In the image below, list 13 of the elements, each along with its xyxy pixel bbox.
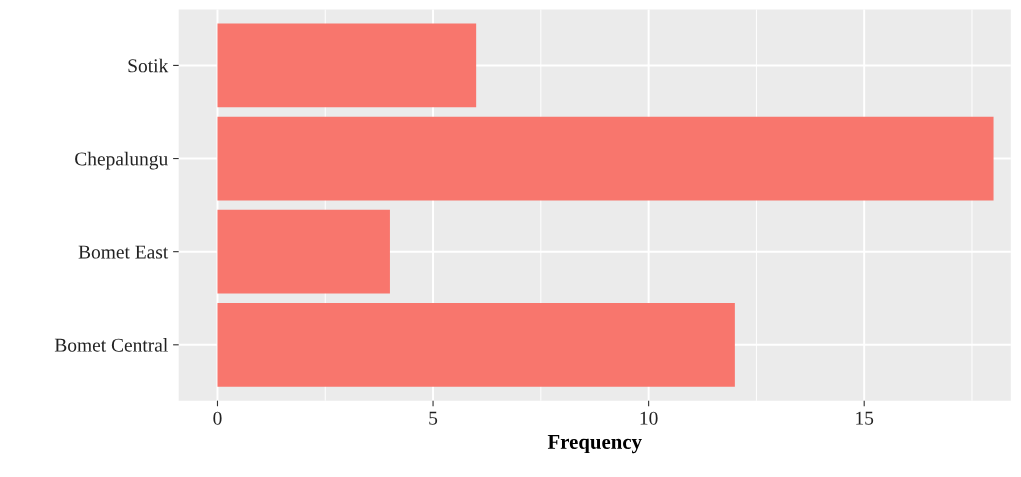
bar — [217, 209, 390, 294]
y-tick-label: Bomet East — [78, 245, 169, 259]
x-tick-label: 15 — [856, 411, 874, 425]
x-tick-label: 10 — [640, 411, 658, 425]
bar — [217, 116, 994, 201]
x-tick-label: 5 — [429, 411, 438, 425]
bar — [217, 23, 477, 108]
x-tick-label: 0 — [213, 411, 222, 425]
x-axis-title: Frequency — [547, 435, 642, 454]
y-tick-label: Bomet Central — [54, 338, 168, 352]
y-tick-label: Sotik — [128, 58, 169, 73]
bar — [217, 302, 735, 387]
y-tick-label: Chepalungu — [75, 151, 168, 170]
